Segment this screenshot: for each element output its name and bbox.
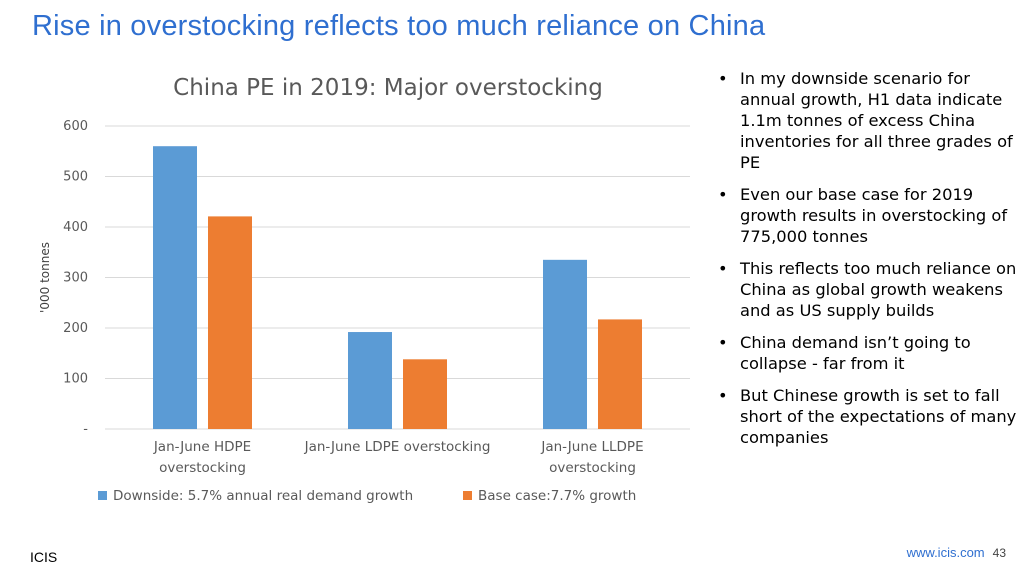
footer-info: www.icis.com 43 xyxy=(907,545,1006,560)
y-tick-label: 100 xyxy=(63,372,88,387)
y-tick-label: - xyxy=(83,422,88,437)
y-tick-label: 200 xyxy=(63,321,88,336)
x-tick-label: overstocking xyxy=(549,460,636,476)
footer-url[interactable]: www.icis.com xyxy=(906,545,985,560)
x-tick-label: Jan-June LDPE overstocking xyxy=(304,439,491,455)
y-tick-label: 500 xyxy=(63,170,88,185)
chart: China PE in 2019: Major overstocking - 100… xyxy=(0,60,700,520)
legend-swatch xyxy=(463,491,472,500)
bullet-text: This reflects too much reliance on China… xyxy=(740,259,1017,320)
bar xyxy=(153,146,197,429)
bullet-item: • But Chinese growth is set to fall shor… xyxy=(718,385,1018,448)
bullet-item: • In my downside scenario for annual gro… xyxy=(718,68,1018,173)
chart-title: China PE in 2019: Major overstocking xyxy=(173,75,603,101)
bullet-item: • China demand isn’t going to collapse -… xyxy=(718,332,1018,374)
y-tick-label: 400 xyxy=(63,220,88,235)
bullet-dot-icon: • xyxy=(718,69,728,88)
legend-swatch xyxy=(98,491,107,500)
bullet-text: Even our base case for 2019 growth resul… xyxy=(740,185,1008,246)
bar xyxy=(598,319,642,429)
bullet-dot-icon: • xyxy=(718,333,728,352)
x-tick-label: overstocking xyxy=(159,460,246,476)
bullet-dot-icon: • xyxy=(718,185,728,204)
bar xyxy=(543,259,587,429)
bullet-list: • In my downside scenario for annual gro… xyxy=(718,68,1018,459)
bullet-item: • This reflects too much reliance on Chi… xyxy=(718,258,1018,321)
legend-label: Downside: 5.7% annual real demand growth xyxy=(113,488,413,504)
footer-brand: ICIS xyxy=(30,549,58,565)
bullet-text: In my downside scenario for annual growt… xyxy=(740,69,1013,172)
bullet-dot-icon: • xyxy=(718,259,728,278)
bar-chart: China PE in 2019: Major overstocking - 100… xyxy=(38,75,690,504)
bullet-text: But Chinese growth is set to fall short … xyxy=(740,386,1017,447)
y-tick-label: 600 xyxy=(63,119,88,134)
bullet-item: • Even our base case for 2019 growth res… xyxy=(718,184,1018,247)
page-number: 43 xyxy=(992,546,1006,560)
legend-label: Base case:7.7% growth xyxy=(478,488,636,504)
y-axis-label: '000 tonnes xyxy=(38,242,52,313)
bar xyxy=(403,359,447,429)
bullet-dot-icon: • xyxy=(718,386,728,405)
bar xyxy=(348,332,392,429)
bar xyxy=(208,216,252,429)
x-tick-label: Jan-June LLDPE xyxy=(540,439,643,455)
y-tick-label: 300 xyxy=(63,271,88,286)
slide-title: Rise in overstocking reflects too much r… xyxy=(32,10,766,42)
bullet-text: China demand isn’t going to collapse - f… xyxy=(740,333,971,373)
x-tick-label: Jan-June HDPE xyxy=(153,439,251,455)
